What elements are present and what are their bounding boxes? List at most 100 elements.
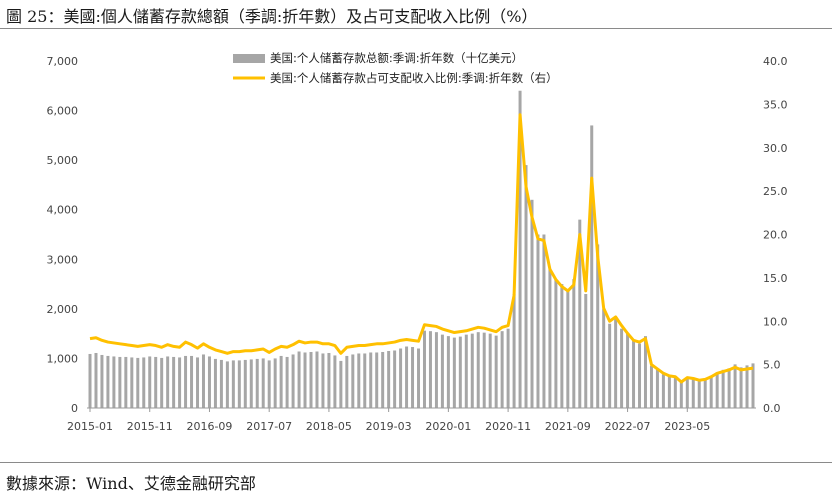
y-right-tick-label: 30.0: [763, 142, 788, 155]
y-right-tick-label: 20.0: [763, 229, 788, 242]
bar: [417, 348, 421, 408]
legend-label-line: 美国:个人储蓄存款占可支配收入比例:季调:折年数（右）: [270, 71, 558, 85]
bar: [118, 356, 122, 408]
bar: [632, 341, 636, 408]
bar: [643, 336, 647, 408]
bar: [524, 165, 528, 408]
y-right-tick-label: 25.0: [763, 185, 788, 198]
y-left-tick-label: 2,000: [47, 303, 79, 316]
bar: [596, 244, 600, 408]
bar: [715, 372, 719, 408]
bar: [405, 346, 409, 408]
bar: [620, 328, 624, 408]
bar: [422, 330, 426, 408]
bar: [207, 356, 211, 408]
bar: [572, 279, 576, 408]
bar: [608, 323, 612, 408]
bar: [363, 353, 367, 408]
x-tick-label: 2016-09: [186, 420, 232, 433]
x-tick-label: 2018-05: [306, 420, 352, 433]
bar: [184, 355, 188, 408]
bar: [279, 355, 283, 408]
bar: [411, 347, 415, 408]
bar: [309, 351, 313, 408]
bar: [649, 365, 653, 408]
bar: [560, 284, 564, 408]
bar: [381, 351, 385, 408]
top-divider: [0, 28, 832, 29]
bar: [458, 336, 462, 408]
x-tick-label: 2015-01: [67, 420, 113, 433]
bar: [333, 355, 337, 408]
bar: [351, 354, 355, 408]
x-tick-label: 2017-07: [246, 420, 292, 433]
bar: [327, 352, 331, 408]
x-tick-label: 2015-11: [127, 420, 173, 433]
bar: [178, 357, 182, 408]
bar: [196, 357, 200, 408]
bar: [518, 90, 522, 409]
bar: [679, 382, 683, 408]
bar: [452, 337, 456, 408]
bar: [470, 333, 474, 408]
bar: [166, 356, 170, 408]
y-left-tick-label: 3,000: [47, 253, 79, 266]
bar: [446, 336, 450, 408]
bottom-divider: [0, 462, 832, 463]
bar: [727, 368, 731, 408]
y-left-tick-label: 4,000: [47, 204, 79, 217]
bar: [249, 359, 253, 408]
y-left-tick-label: 0: [71, 402, 78, 415]
bar: [434, 332, 438, 408]
bar: [482, 332, 486, 408]
bar: [88, 353, 92, 408]
bar: [428, 331, 432, 408]
bar: [638, 343, 642, 408]
bar: [112, 356, 116, 408]
legend-swatch-bars: [233, 54, 265, 63]
bar: [190, 355, 194, 408]
bar: [339, 360, 343, 408]
bar: [267, 360, 271, 408]
y-right-tick-label: 0.0: [763, 402, 781, 415]
bar: [303, 352, 307, 408]
bar: [602, 308, 606, 408]
bar: [530, 199, 534, 408]
bar: [261, 358, 265, 408]
bar: [721, 369, 725, 408]
bar: [626, 333, 630, 408]
bar: [536, 234, 540, 408]
bar: [285, 356, 289, 408]
bar: [440, 334, 444, 408]
bar: [225, 361, 229, 408]
x-tick-label: 2022-07: [605, 420, 651, 433]
y-left-tick-label: 5,000: [47, 154, 79, 167]
bar: [566, 289, 570, 408]
bar: [255, 358, 259, 408]
bar: [697, 379, 701, 408]
bar: [512, 293, 516, 408]
bar: [673, 376, 677, 408]
bar: [154, 356, 158, 408]
bar: [100, 354, 104, 408]
bar: [548, 269, 552, 408]
bar: [500, 331, 504, 408]
bar: [357, 353, 361, 408]
y-right-tick-label: 10.0: [763, 315, 788, 328]
savings-rate-line: [89, 113, 754, 384]
bar: [387, 350, 391, 408]
bar: [399, 348, 403, 408]
bar: [739, 367, 743, 408]
bar: [709, 375, 713, 408]
bar: [542, 234, 546, 408]
bar: [148, 356, 152, 408]
bar: [315, 351, 319, 408]
bar: [142, 357, 146, 408]
bar: [219, 359, 223, 408]
bar: [237, 360, 241, 408]
y-right-tick-label: 15.0: [763, 272, 788, 285]
bar: [243, 359, 247, 408]
bar: [321, 353, 325, 408]
x-tick-label: 2019-03: [366, 420, 412, 433]
bar: [488, 333, 492, 408]
